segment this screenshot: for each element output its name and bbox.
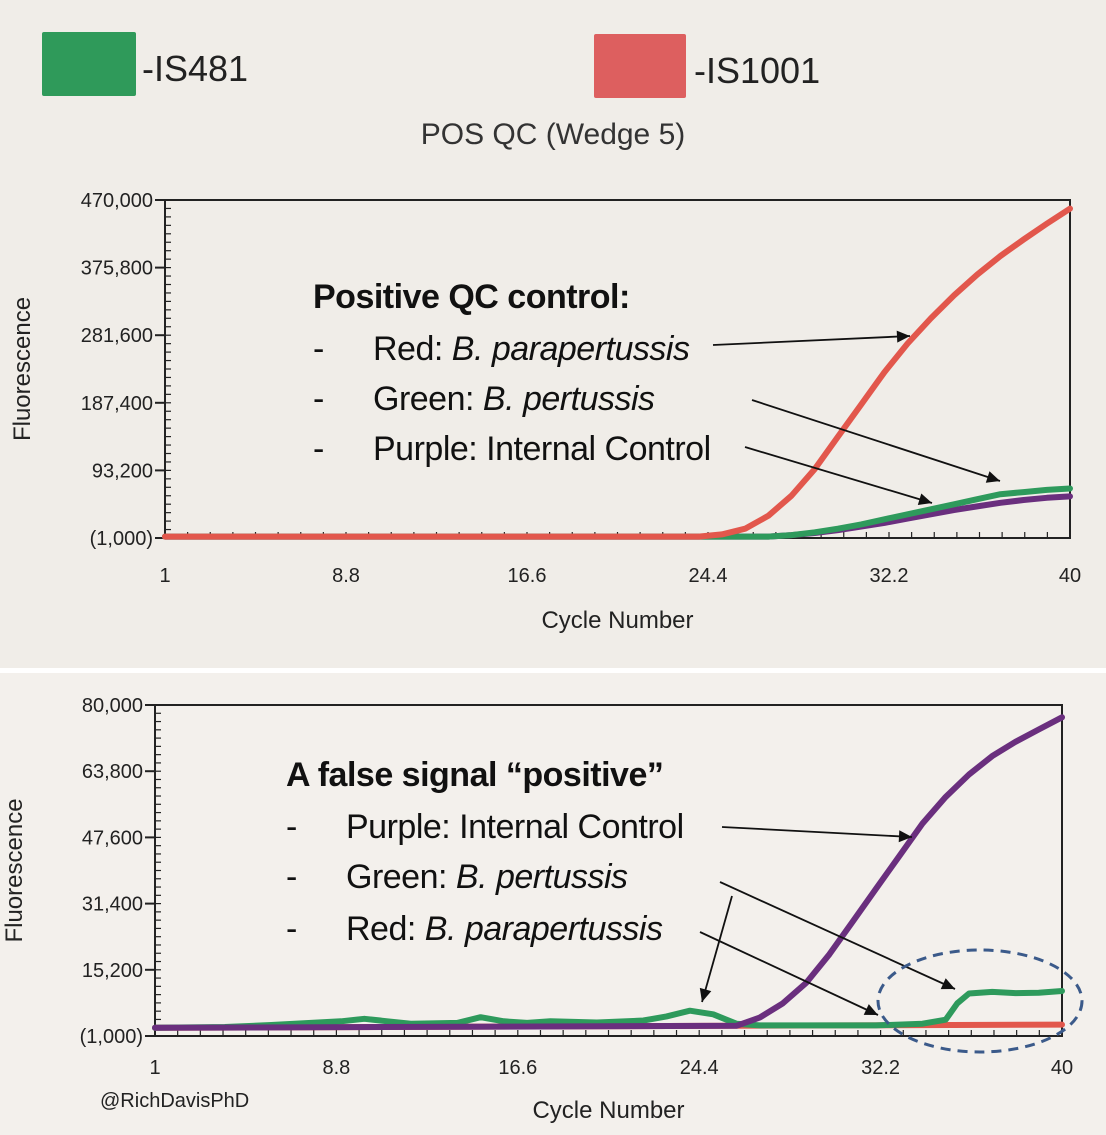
organism-name: B. pertussis [455, 858, 628, 896]
top-annotation-line-green: - Green: B. pertussis [313, 380, 655, 419]
bullet-dash: - [286, 808, 297, 846]
arrow-head [940, 978, 955, 990]
annotation-arrow [719, 881, 956, 990]
x-tick-label: 32.2 [870, 565, 909, 587]
x-tick-label: 16.6 [498, 1057, 537, 1079]
series-line-green [162, 485, 1073, 540]
x-tick-label: 32.2 [861, 1057, 900, 1079]
arrow-head [985, 471, 1000, 483]
legend-label-is1001: -IS1001 [694, 50, 821, 91]
x-tick-label: 24.4 [689, 565, 728, 587]
line-label: Green: [373, 380, 474, 418]
annotation-arrow [744, 446, 933, 505]
y-tick-label: 63,800 [82, 761, 143, 783]
bottom-annotation-line-red: - Red: B. parapertussis [286, 910, 663, 949]
chart-2: (1,000) 15,200 31,400 47,600 63,800 80,000 1 8.… [1, 695, 1073, 1124]
arrow-head [917, 493, 932, 505]
bullet-dash: - [313, 380, 324, 418]
x-tick-label: 8.8 [322, 1057, 350, 1079]
x-tick-label: 16.6 [508, 565, 547, 587]
series-line-purple [152, 714, 1065, 1031]
line-label: Purple: Internal Control [346, 808, 684, 846]
y-tick-label: 47,600 [82, 827, 143, 849]
x-axis-title: Cycle Number [532, 1097, 684, 1124]
y-tick-label: (1,000) [90, 528, 153, 550]
arrow-head [898, 830, 912, 843]
y-axis-title: Fluorescence [1, 798, 28, 942]
bullet-dash: - [313, 330, 324, 368]
y-tick-label: 15,200 [82, 960, 143, 982]
x-tick-label: 8.8 [332, 565, 360, 587]
x-tick-label: 1 [149, 1057, 160, 1079]
line-label: Red: [373, 330, 443, 368]
bottom-annotation-title: A false signal “positive” [286, 756, 664, 794]
plot-frame [164, 199, 1071, 539]
annotation-arrow [721, 826, 913, 843]
bottom-annotation-line-purple: - Purple: Internal Control [286, 808, 684, 847]
arrow-shaft [744, 446, 933, 504]
author-credit: @RichDavisPhD [100, 1090, 250, 1112]
arrow-head [699, 987, 712, 1002]
organism-name: B. pertussis [482, 380, 655, 418]
line-label: Red: [346, 910, 416, 948]
arrow-shaft [721, 826, 913, 838]
legend-swatch-is481 [42, 32, 136, 96]
y-axis-title: Fluorescence [9, 297, 36, 441]
y-tick-label: 281,600 [81, 325, 153, 347]
y-tick-label: 80,000 [82, 695, 143, 717]
organism-name: B. parapertussis [451, 330, 690, 368]
bullet-dash: - [313, 430, 324, 468]
annotation-arrow [751, 399, 1001, 483]
y-tick-label: (1,000) [80, 1026, 143, 1048]
series-line-red [162, 205, 1073, 540]
arrow-head [863, 1004, 878, 1015]
line-label: Purple: Internal Control [373, 430, 711, 468]
bottom-annotation-line-green: - Green: B. pertussis [286, 858, 628, 897]
y-tick-label: 187,400 [81, 393, 153, 415]
arrow-shaft [701, 895, 733, 1003]
x-tick-label: 40 [1059, 565, 1081, 587]
annotation-arrow [699, 895, 733, 1003]
y-tick-label: 470,000 [81, 190, 153, 212]
arrow-head [896, 330, 910, 343]
bullet-dash: - [286, 858, 297, 896]
bullet-dash: - [286, 910, 297, 948]
x-tick-label: 24.4 [680, 1057, 719, 1079]
panel-divider [0, 668, 1106, 673]
organism-name: B. parapertussis [424, 910, 663, 948]
highlight-ellipse [876, 948, 1084, 1054]
x-tick-label: 1 [159, 565, 170, 587]
y-tick-label: 93,200 [92, 460, 153, 482]
line-label: Green: [346, 858, 447, 896]
chart-title: POS QC (Wedge 5) [420, 118, 686, 151]
x-axis-title: Cycle Number [541, 607, 693, 634]
series-line-green [152, 988, 1065, 1031]
top-annotation-line-purple: - Purple: Internal Control [313, 430, 711, 469]
top-panel [0, 0, 1106, 670]
series-line-purple [162, 493, 1073, 540]
top-annotation-title: Positive QC control: [313, 278, 630, 316]
top-annotation-line-red: - Red: B. parapertussis [313, 330, 690, 369]
arrow-shaft [751, 399, 1001, 482]
x-tick-label: 40 [1051, 1057, 1073, 1079]
arrow-shaft [712, 335, 911, 346]
y-tick-label: 375,800 [81, 258, 153, 280]
arrow-shaft [719, 881, 956, 990]
y-tick-label: 31,400 [82, 894, 143, 916]
arrow-shaft [699, 931, 879, 1016]
annotation-arrow [712, 330, 911, 346]
legend-label-is481: -IS481 [142, 48, 249, 89]
bottom-panel [0, 672, 1106, 1135]
annotation-arrow [699, 931, 879, 1016]
legend-swatch-is1001 [594, 34, 686, 98]
chart-1: (1,000) 93,200 187,400 281,600 375,800 470,00… [9, 190, 1081, 634]
